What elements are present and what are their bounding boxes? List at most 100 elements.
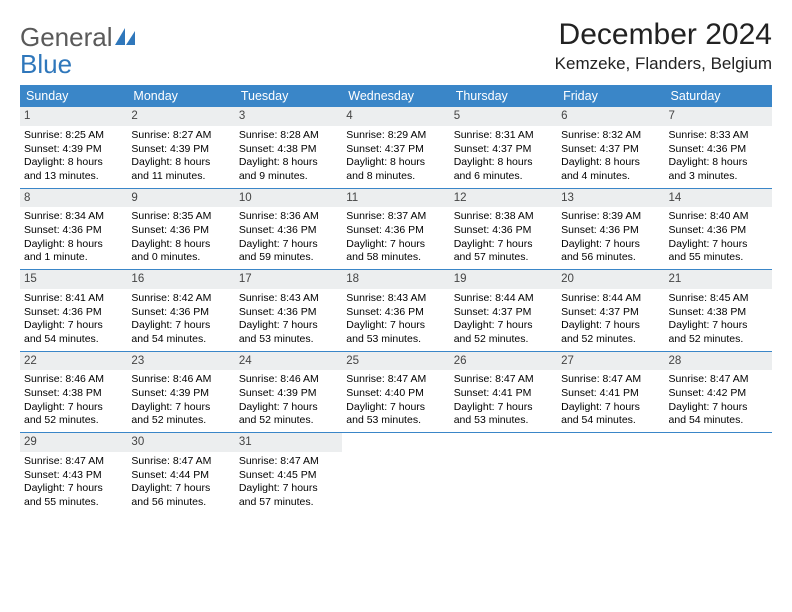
daylight-2: and 55 minutes. <box>669 251 768 265</box>
day-number: 11 <box>342 189 449 208</box>
day-cell: 18Sunrise: 8:43 AMSunset: 4:36 PMDayligh… <box>342 270 449 351</box>
day-number <box>557 433 664 452</box>
day-cell: 19Sunrise: 8:44 AMSunset: 4:37 PMDayligh… <box>450 270 557 351</box>
daylight-1: Daylight: 7 hours <box>669 401 768 415</box>
daylight-2: and 52 minutes. <box>24 414 123 428</box>
sunset: Sunset: 4:44 PM <box>131 469 230 483</box>
week-row: 22Sunrise: 8:46 AMSunset: 4:38 PMDayligh… <box>20 352 772 434</box>
sunset: Sunset: 4:36 PM <box>24 224 123 238</box>
dow-tuesday: Tuesday <box>235 85 342 107</box>
day-empty <box>665 433 772 514</box>
daylight-1: Daylight: 8 hours <box>239 156 338 170</box>
sunset: Sunset: 4:37 PM <box>454 306 553 320</box>
daylight-2: and 53 minutes. <box>346 333 445 347</box>
day-number: 2 <box>127 107 234 126</box>
day-cell: 24Sunrise: 8:46 AMSunset: 4:39 PMDayligh… <box>235 352 342 433</box>
sunrise: Sunrise: 8:32 AM <box>561 129 660 143</box>
sunrise: Sunrise: 8:41 AM <box>24 292 123 306</box>
day-number: 30 <box>127 433 234 452</box>
sunset: Sunset: 4:36 PM <box>239 224 338 238</box>
day-cell: 17Sunrise: 8:43 AMSunset: 4:36 PMDayligh… <box>235 270 342 351</box>
sunset: Sunset: 4:36 PM <box>669 143 768 157</box>
sunset: Sunset: 4:43 PM <box>24 469 123 483</box>
daylight-2: and 57 minutes. <box>239 496 338 510</box>
sunrise: Sunrise: 8:40 AM <box>669 210 768 224</box>
day-number: 1 <box>20 107 127 126</box>
day-cell: 26Sunrise: 8:47 AMSunset: 4:41 PMDayligh… <box>450 352 557 433</box>
sunrise: Sunrise: 8:46 AM <box>239 373 338 387</box>
sunset: Sunset: 4:37 PM <box>346 143 445 157</box>
day-number: 9 <box>127 189 234 208</box>
day-number: 13 <box>557 189 664 208</box>
daylight-2: and 54 minutes. <box>561 414 660 428</box>
sunrise: Sunrise: 8:47 AM <box>561 373 660 387</box>
dow-header: SundayMondayTuesdayWednesdayThursdayFrid… <box>20 85 772 107</box>
daylight-1: Daylight: 7 hours <box>346 238 445 252</box>
day-number: 3 <box>235 107 342 126</box>
daylight-2: and 52 minutes. <box>669 333 768 347</box>
daylight-1: Daylight: 7 hours <box>454 401 553 415</box>
day-cell: 10Sunrise: 8:36 AMSunset: 4:36 PMDayligh… <box>235 189 342 270</box>
day-cell: 28Sunrise: 8:47 AMSunset: 4:42 PMDayligh… <box>665 352 772 433</box>
day-number: 4 <box>342 107 449 126</box>
daylight-1: Daylight: 7 hours <box>24 401 123 415</box>
day-cell: 6Sunrise: 8:32 AMSunset: 4:37 PMDaylight… <box>557 107 664 188</box>
sunrise: Sunrise: 8:47 AM <box>346 373 445 387</box>
daylight-1: Daylight: 7 hours <box>669 238 768 252</box>
day-cell: 16Sunrise: 8:42 AMSunset: 4:36 PMDayligh… <box>127 270 234 351</box>
day-cell: 20Sunrise: 8:44 AMSunset: 4:37 PMDayligh… <box>557 270 664 351</box>
daylight-1: Daylight: 7 hours <box>346 319 445 333</box>
day-number: 6 <box>557 107 664 126</box>
day-number: 15 <box>20 270 127 289</box>
sunset: Sunset: 4:41 PM <box>561 387 660 401</box>
day-cell: 1Sunrise: 8:25 AMSunset: 4:39 PMDaylight… <box>20 107 127 188</box>
day-number <box>665 433 772 452</box>
daylight-2: and 52 minutes. <box>239 414 338 428</box>
daylight-1: Daylight: 7 hours <box>561 238 660 252</box>
sunrise: Sunrise: 8:37 AM <box>346 210 445 224</box>
daylight-2: and 3 minutes. <box>669 170 768 184</box>
sunrise: Sunrise: 8:47 AM <box>24 455 123 469</box>
daylight-1: Daylight: 7 hours <box>561 319 660 333</box>
week-row: 8Sunrise: 8:34 AMSunset: 4:36 PMDaylight… <box>20 189 772 271</box>
sunrise: Sunrise: 8:36 AM <box>239 210 338 224</box>
daylight-1: Daylight: 7 hours <box>131 319 230 333</box>
daylight-2: and 56 minutes. <box>131 496 230 510</box>
dow-sunday: Sunday <box>20 85 127 107</box>
day-number: 17 <box>235 270 342 289</box>
sunset: Sunset: 4:36 PM <box>239 306 338 320</box>
daylight-1: Daylight: 7 hours <box>454 238 553 252</box>
daylight-2: and 55 minutes. <box>24 496 123 510</box>
day-number: 5 <box>450 107 557 126</box>
daylight-1: Daylight: 8 hours <box>346 156 445 170</box>
sunrise: Sunrise: 8:43 AM <box>346 292 445 306</box>
sunset: Sunset: 4:39 PM <box>239 387 338 401</box>
sunset: Sunset: 4:36 PM <box>669 224 768 238</box>
sunrise: Sunrise: 8:46 AM <box>131 373 230 387</box>
daylight-1: Daylight: 8 hours <box>131 238 230 252</box>
daylight-1: Daylight: 7 hours <box>24 319 123 333</box>
day-number <box>342 433 449 452</box>
daylight-1: Daylight: 7 hours <box>239 319 338 333</box>
day-cell: 23Sunrise: 8:46 AMSunset: 4:39 PMDayligh… <box>127 352 234 433</box>
sunset: Sunset: 4:36 PM <box>24 306 123 320</box>
daylight-1: Daylight: 7 hours <box>131 482 230 496</box>
sunrise: Sunrise: 8:33 AM <box>669 129 768 143</box>
day-cell: 22Sunrise: 8:46 AMSunset: 4:38 PMDayligh… <box>20 352 127 433</box>
daylight-2: and 52 minutes. <box>561 333 660 347</box>
daylight-2: and 53 minutes. <box>239 333 338 347</box>
sunset: Sunset: 4:36 PM <box>561 224 660 238</box>
daylight-1: Daylight: 8 hours <box>131 156 230 170</box>
daylight-1: Daylight: 7 hours <box>239 482 338 496</box>
page-title: December 2024 <box>555 18 772 52</box>
daylight-2: and 13 minutes. <box>24 170 123 184</box>
day-empty <box>557 433 664 514</box>
dow-wednesday: Wednesday <box>342 85 449 107</box>
day-cell: 9Sunrise: 8:35 AMSunset: 4:36 PMDaylight… <box>127 189 234 270</box>
sunrise: Sunrise: 8:42 AM <box>131 292 230 306</box>
dow-monday: Monday <box>127 85 234 107</box>
day-cell: 27Sunrise: 8:47 AMSunset: 4:41 PMDayligh… <box>557 352 664 433</box>
brand-line1: General <box>20 22 113 52</box>
week-row: 15Sunrise: 8:41 AMSunset: 4:36 PMDayligh… <box>20 270 772 352</box>
daylight-1: Daylight: 7 hours <box>454 319 553 333</box>
